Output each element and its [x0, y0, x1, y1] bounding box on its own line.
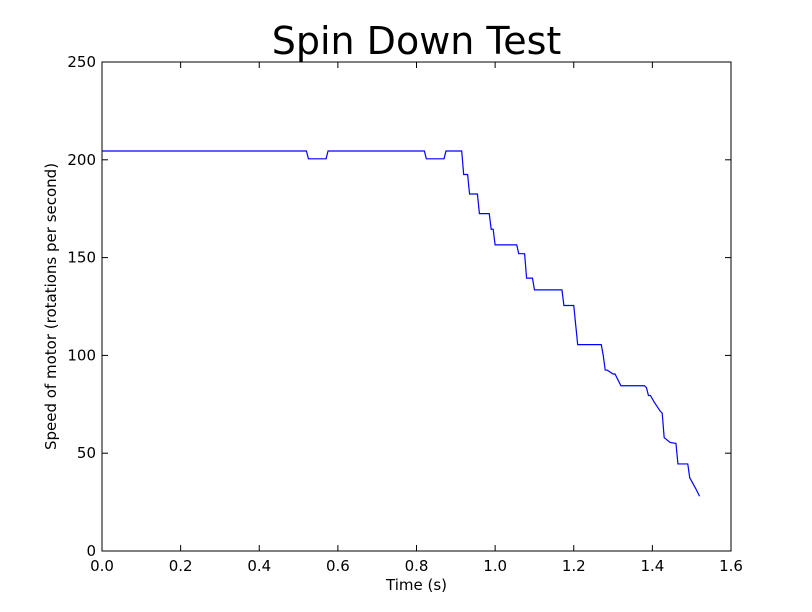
y-tick-label: 150 [67, 249, 96, 267]
series-line-0 [102, 150, 701, 497]
x-tick-label: 1.4 [640, 557, 664, 575]
y-tick-label: 0 [86, 542, 96, 560]
plot-frame [101, 61, 732, 552]
series-layer [102, 150, 701, 497]
plot-area: 0.0 0.2 0.4 0.6 0.8 1.0 1.2 1.4 1.6 0 50 100 150 200… [67, 53, 743, 575]
y-axis: 0 50 100 150 200 250 [67, 53, 731, 560]
y-tick-label: 50 [77, 444, 96, 462]
x-tick-label: 0.4 [247, 557, 271, 575]
y-axis-label: Speed of motor (rotations per second) [42, 163, 60, 450]
x-axis: 0.0 0.2 0.4 0.6 0.8 1.0 1.2 1.4 1.6 [90, 62, 743, 575]
chart-title: Spin Down Test [272, 19, 562, 63]
x-tick-label: 1.6 [719, 557, 743, 575]
x-tick-label: 1.0 [483, 557, 507, 575]
x-tick-label: 1.2 [562, 557, 586, 575]
y-tick-label: 200 [67, 151, 96, 169]
x-tick-label: 0.2 [169, 557, 193, 575]
y-tick-label: 100 [67, 346, 96, 364]
x-tick-label: 0.0 [90, 557, 114, 575]
x-tick-label: 0.6 [326, 557, 350, 575]
y-tick-label: 250 [67, 53, 96, 71]
x-axis-label: Time (s) [385, 576, 447, 594]
x-tick-label: 0.8 [405, 557, 429, 575]
